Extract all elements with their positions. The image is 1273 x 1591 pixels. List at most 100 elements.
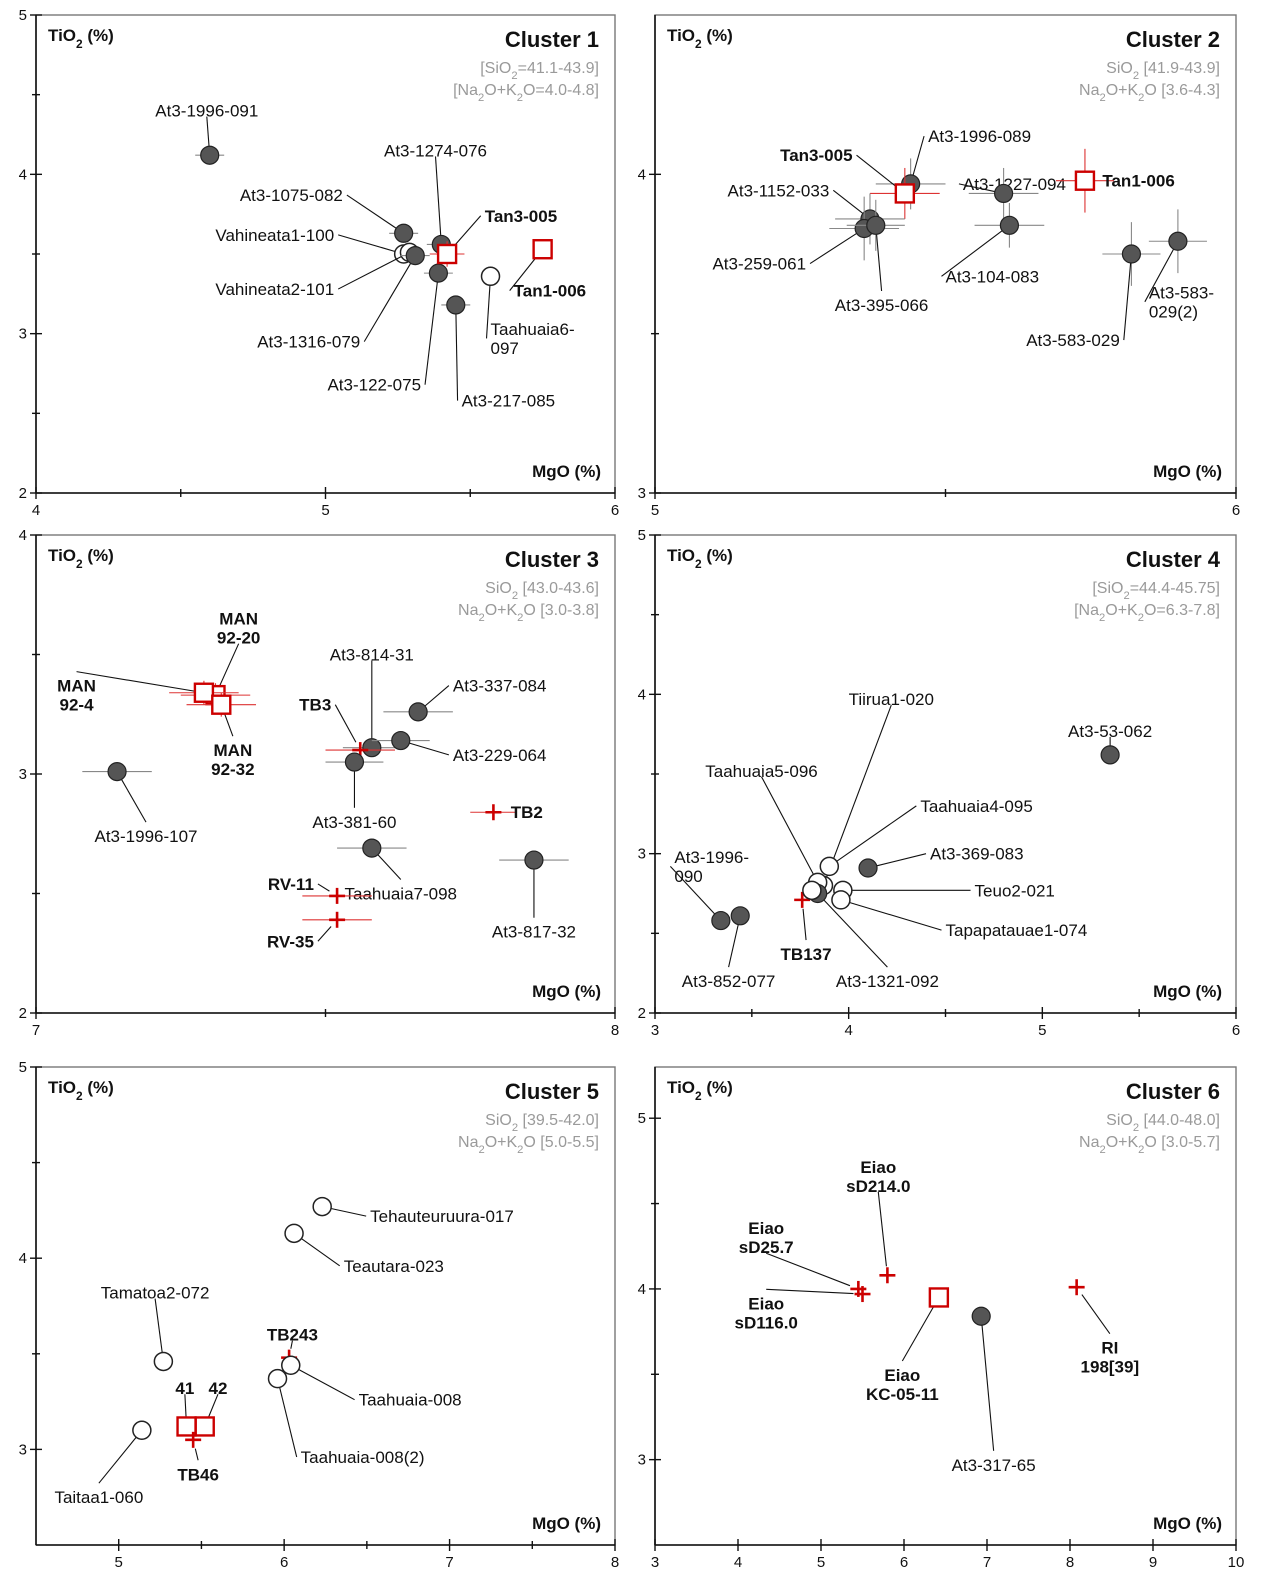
open-circle-marker <box>132 1420 152 1441</box>
point-tan3-005: Tan3-005 <box>429 207 557 267</box>
leader-line <box>301 1238 341 1267</box>
point-label: At3-381-60 <box>312 813 396 832</box>
point-label: sD25.7 <box>739 1238 794 1257</box>
point-label: Teuo2-021 <box>975 881 1055 900</box>
point-label: At3-317-65 <box>952 1456 1036 1475</box>
open-circle-marker <box>802 880 822 901</box>
point-label: Taahuaia-008 <box>359 1391 462 1410</box>
x-tick-label: 3 <box>651 1554 659 1571</box>
point-label: 92-32 <box>211 760 254 779</box>
x-tick-label: 4 <box>844 1022 852 1039</box>
leader-line <box>330 1207 367 1217</box>
point-label: At3-104-083 <box>946 267 1040 286</box>
point-at3-1996-107: At3-1996-107 <box>82 762 198 846</box>
open-circle-marker <box>153 1351 174 1372</box>
point-label: 92-20 <box>217 629 260 648</box>
point-label: Taahuaia5-096 <box>705 762 817 781</box>
leader-line <box>1123 262 1132 341</box>
chart-subtitle: [Na2O+K2O=6.3-7.8] <box>1074 602 1220 624</box>
panel-cluster-3: 2 3 4 7 8 TiO2 (%) MgO (%) Cluster 3 SiO2 [43.0-… <box>19 527 620 1039</box>
point-at3-1152-033: At3-1152-033 <box>728 181 905 245</box>
x-tick-label: 5 <box>115 1554 123 1571</box>
y-axis-label: TiO2 (%) <box>48 546 114 571</box>
point-label: 42 <box>209 1379 228 1398</box>
red-square-marker <box>211 694 232 715</box>
y-tick-label: 5 <box>19 1059 27 1076</box>
leader-line <box>728 924 739 968</box>
point-label: At3-1996-107 <box>94 827 197 846</box>
filled-circle-marker <box>394 223 414 243</box>
leader-line <box>485 285 491 339</box>
point-teautara-023: Teautara-023 <box>284 1223 444 1276</box>
filled-circle-marker <box>858 858 878 878</box>
leader-line <box>121 779 147 823</box>
point-vahineata1-100: Vahineata1-100 <box>215 226 414 264</box>
leader-line <box>338 234 396 253</box>
point-taahuaia7-098: Taahuaia7-098 <box>337 838 457 904</box>
red-plus-marker <box>485 804 502 821</box>
point-tb137: TB137 <box>781 891 832 964</box>
x-tick-label: 5 <box>1038 1022 1046 1039</box>
filled-circle-marker <box>1168 231 1188 251</box>
x-axis-label: MgO (%) <box>1153 982 1222 1001</box>
red-plus-marker <box>329 911 346 928</box>
point-label: At3-1075-082 <box>240 186 343 205</box>
red-square-marker <box>436 243 458 265</box>
y-tick-label: 5 <box>19 7 27 24</box>
point-label: At3-1321-092 <box>836 972 939 991</box>
point-at3-814-31: At3-814-31 <box>330 646 414 758</box>
filled-circle-marker <box>362 738 382 758</box>
filled-circle-marker <box>405 245 425 266</box>
point-at3-1227-094: At3-1227-094 <box>958 167 1066 219</box>
leader-line <box>877 1191 887 1267</box>
point-vahineata2-101: Vahineata2-101 <box>215 242 420 299</box>
leader-line <box>856 154 899 189</box>
point-taahuaia-008-2: Taahuaia-008(2) <box>267 1368 424 1467</box>
point-teuo2-021: Teuo2-021 <box>833 880 1055 900</box>
point-label: Eiao <box>748 1219 784 1238</box>
leader-line <box>424 685 450 707</box>
point-label: At3-1996-091 <box>155 102 258 121</box>
y-axis-label: TiO2 (%) <box>667 26 733 51</box>
y-tick-label: 3 <box>638 485 646 502</box>
x-tick-label: 7 <box>32 1022 40 1039</box>
chart-title: Cluster 3 <box>505 547 599 572</box>
leader-line <box>509 255 538 291</box>
point-at3-1996-090: At3-1996-090 <box>669 848 749 931</box>
point-label: Tamatoa2-072 <box>101 1284 210 1303</box>
point-at3-852-077: At3-852-077 <box>682 906 776 991</box>
point-tan1-006: Tan1-006 <box>1055 148 1175 213</box>
x-tick-label: 10 <box>1228 1554 1245 1571</box>
point-label: At3-852-077 <box>682 972 776 991</box>
leader-line <box>317 926 332 942</box>
leader-line <box>941 230 1003 277</box>
point-label: Taahuaia4-095 <box>920 797 1032 816</box>
point-at3-369-083: At3-369-083 <box>858 845 1024 878</box>
x-tick-label: 8 <box>1066 1554 1074 1571</box>
x-axis-label: MgO (%) <box>532 462 601 481</box>
leader-line <box>317 883 330 892</box>
point-label: At3-583-029 <box>1026 331 1120 350</box>
point-label: At3-1152-033 <box>728 181 830 200</box>
point-label: Tiirua1-020 <box>849 690 934 709</box>
red-square-marker <box>894 183 916 204</box>
point-label: Taahuaia6- <box>491 320 575 339</box>
point-tan1-006: Tan1-006 <box>509 239 586 301</box>
chart-title: Cluster 4 <box>1126 547 1221 572</box>
open-circle-marker <box>831 890 851 910</box>
x-tick-label: 6 <box>1232 1022 1240 1039</box>
leader-line <box>424 281 438 385</box>
chart-subtitle: SiO2 [43.0-43.6] <box>485 580 599 602</box>
leader-line <box>761 776 814 875</box>
leader-line <box>823 899 888 968</box>
red-square-marker <box>1074 170 1096 191</box>
open-circle-marker <box>267 1368 288 1389</box>
leader-line <box>334 704 357 743</box>
point-tan3-005: Tan3-005 <box>780 146 940 219</box>
leader-line <box>826 704 892 878</box>
point-label: Tan3-005 <box>780 146 852 165</box>
red-square-marker <box>193 682 215 703</box>
point-label: MAN <box>57 677 96 696</box>
